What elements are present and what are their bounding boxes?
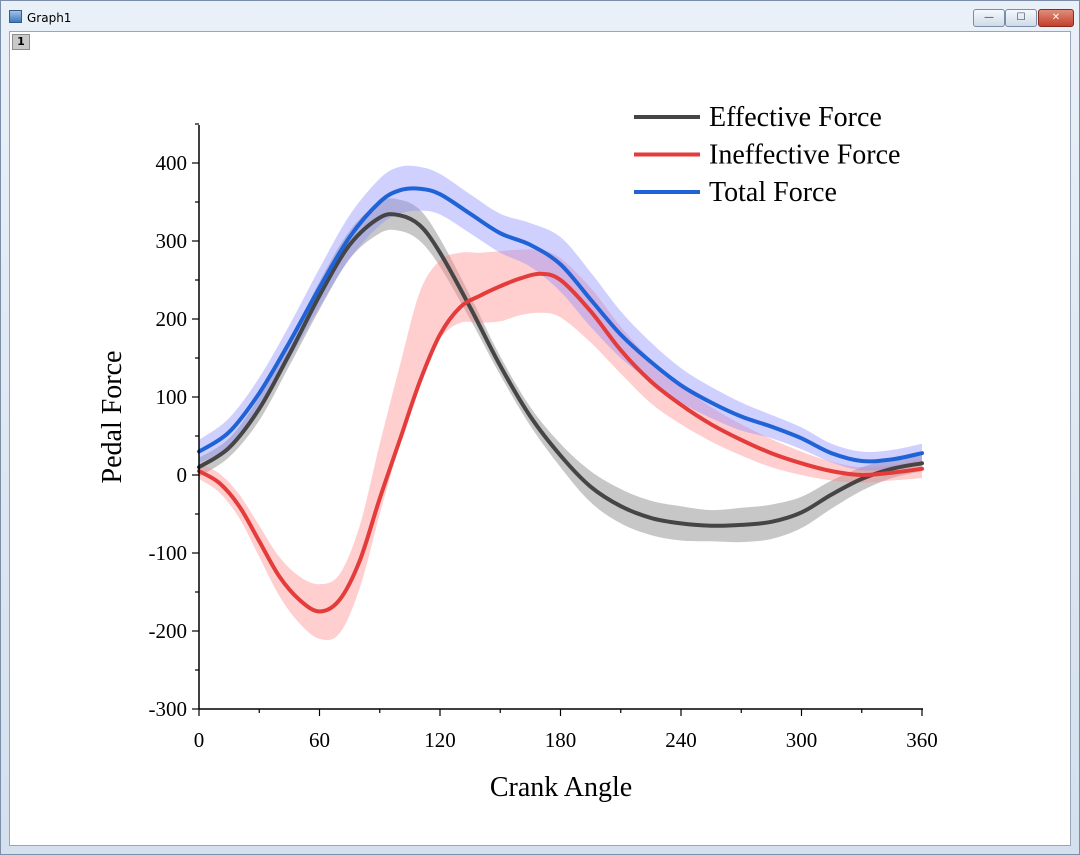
y-axis-label: Pedal Force	[97, 351, 128, 484]
x-tick-label: 180	[545, 728, 577, 752]
window-title: Graph1	[27, 11, 72, 25]
graph-page: 1	[9, 31, 1071, 846]
minimize-button[interactable]: —	[973, 9, 1005, 27]
y-tick-label: -300	[149, 697, 188, 721]
x-tick-label: 300	[786, 728, 818, 752]
y-tick-label: 200	[156, 307, 188, 331]
legend-label-effective-force: Effective Force	[709, 102, 882, 133]
x-tick-label: 0	[194, 728, 205, 752]
x-tick-label: 60	[309, 728, 330, 752]
title-bar[interactable]: Graph1 — ☐ ✕	[1, 1, 1079, 31]
y-tick-label: 400	[156, 151, 188, 175]
legend-label-total-force: Total Force	[709, 177, 837, 208]
y-tick-label: -100	[149, 541, 188, 565]
effective-force-line	[197, 212, 924, 528]
y-tick-label: 100	[156, 385, 188, 409]
y-tick-label: 0	[177, 463, 188, 487]
x-axis-label: Crank Angle	[490, 772, 632, 803]
ineffective-force-line	[197, 271, 924, 614]
x-tick-label: 360	[906, 728, 938, 752]
series-lines	[197, 186, 924, 614]
close-button[interactable]: ✕	[1038, 9, 1074, 27]
confidence-bands	[199, 165, 922, 641]
y-tick-label: -200	[149, 619, 188, 643]
legend: Effective Force Ineffective Force Total Fo…	[634, 102, 901, 208]
x-tick-label: 120	[424, 728, 456, 752]
y-tick-label: 300	[156, 229, 188, 253]
layer-tab[interactable]: 1	[12, 34, 30, 50]
ineffective-force-band	[199, 249, 922, 641]
x-tick-label: 240	[665, 728, 697, 752]
legend-label-ineffective-force: Ineffective Force	[709, 140, 901, 171]
axes: -300 -200 -100 0 100 200 300 400 0 60 120 180 240 300…	[149, 123, 938, 752]
total-force-line	[197, 186, 924, 464]
graph-window-icon	[9, 10, 22, 23]
maximize-button[interactable]: ☐	[1005, 9, 1037, 27]
